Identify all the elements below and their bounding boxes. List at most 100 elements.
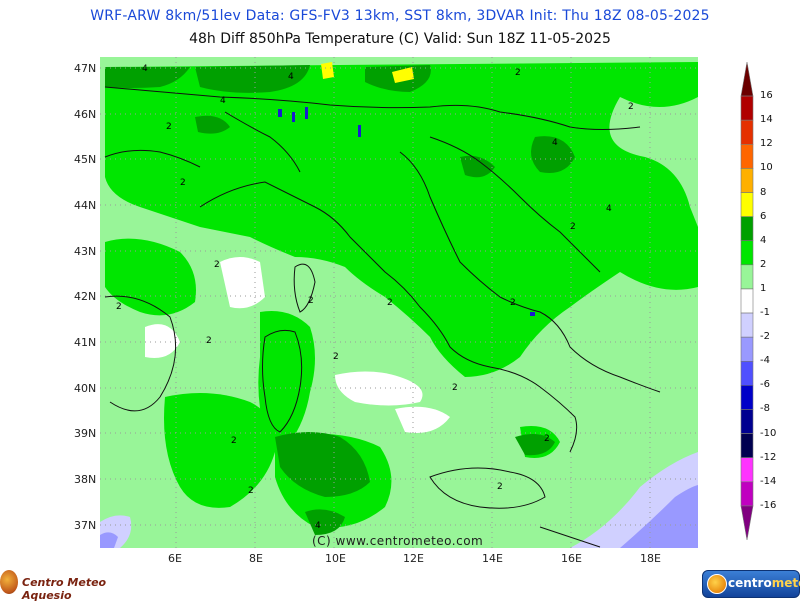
lat-label: 47N [74,62,97,75]
contour-label: 4 [606,204,612,214]
legend-label: 12 [760,138,773,150]
legend-label: 1 [760,282,767,294]
lat-label: 40N [74,382,97,395]
lon-label: 10E [325,552,346,565]
strong-area-alps-w [105,67,190,88]
strong-area-sardinia-s [275,432,370,497]
lat-label: 41N [74,336,97,349]
warm-area-adriatic-east [440,226,514,293]
strong-area-po [460,155,495,178]
contour-label: 2 [166,122,172,132]
logo-text: Centro Meteo Aquesio [22,576,107,602]
cool-area-2 [620,485,698,548]
legend-color-box [740,385,754,410]
warm-area-west [105,238,196,316]
contour-label: 2 [308,296,314,306]
legend-label: 10 [760,162,773,174]
legend-label: -16 [760,499,777,511]
lon-label: 12E [403,552,424,565]
legend-color-box [740,360,754,386]
lat-label: 45N [74,153,97,166]
legend-label: -6 [760,379,770,391]
neutral-area-south [395,406,450,433]
contour-label: 2 [214,260,220,270]
legend-label: -12 [760,451,777,463]
graticule [100,57,698,548]
warm-area-south [164,393,276,508]
legend-color-box [740,192,754,217]
contour-label: 4 [142,64,148,74]
legend-label: 16 [760,90,773,102]
logo-text-b: meteo [771,576,800,590]
legend-color-box [740,264,754,290]
strong-area-ligurian [195,115,230,134]
lakes [278,107,535,316]
legend-color-box [740,216,754,242]
hot-area-austria [392,67,414,83]
legend-label: -10 [760,427,777,439]
legend-color-box [740,457,754,483]
color-scale-legend [740,61,754,541]
legend-label: 8 [760,186,767,198]
centrometeo-logo[interactable]: centrometeo [702,570,800,598]
legend-color-box [740,119,754,145]
hot-area-switzerland [321,62,334,79]
contour-label: 2 [206,336,212,346]
legend-color-box [740,144,754,169]
lon-label: 14E [482,552,503,565]
lat-label: 46N [74,108,97,121]
contour-label: 4 [552,138,558,148]
cool-area-4 [100,532,118,548]
sun-globe-icon [707,574,727,594]
legend-color-box [740,481,754,507]
contour-label: 4 [315,521,321,531]
neutral-area-tyrrhenian [335,371,423,406]
legend-color-box [740,288,754,314]
model-info-title: WRF-ARW 8km/51lev Data: GFS-FV3 13km, SS… [90,8,710,24]
legend-label: 6 [760,210,767,222]
lat-label: 38N [74,473,97,486]
neutral-area-west [145,324,180,358]
lat-label: 39N [74,427,97,440]
lat-label: 43N [74,245,97,258]
legend-color-box [740,240,754,266]
lat-label: 42N [74,290,97,303]
contour-label: 4 [220,96,226,106]
legend-label: -14 [760,475,777,487]
contour-label: 2 [333,352,339,362]
strong-area-croatia [531,136,575,173]
lon-label: 8E [249,552,263,565]
contour-label: 4 [288,72,294,82]
coastlines [104,86,661,548]
strong-area-alps-n [195,65,310,93]
legend-color-box [740,61,754,97]
strong-area-sicily [515,433,555,456]
legend-label: -4 [760,355,770,367]
legend-label: 14 [760,114,773,126]
strong-area-tunisia [305,509,345,535]
contour-label: 2 [510,298,516,308]
legend-color-box [740,168,754,193]
legend-color-box [740,505,754,541]
legend-label: -1 [760,307,770,319]
contour-label: 2 [544,434,550,444]
contour-label: 2 [248,486,254,496]
lon-label: 18E [640,552,661,565]
copyright-credit: (C) www.centrometeo.com [312,534,484,548]
contour-label: 2 [570,222,576,232]
logo-text: centrometeo [728,576,800,590]
centro-meteo-aquesio-logo: Centro Meteo Aquesio [0,568,120,602]
lon-label: 6E [168,552,182,565]
legend-color-box [740,433,754,458]
legend-label: 4 [760,234,767,246]
neutral-area-corsica [220,257,265,309]
contour-label: 2 [497,482,503,492]
contour-label: 2 [387,298,393,308]
legend-color-box [740,336,754,362]
lat-label: 44N [74,199,97,212]
contour-label: 2 [452,383,458,393]
legend-label: -2 [760,331,770,343]
field-valid-title: 48h Diff 850hPa Temperature (C) Valid: S… [189,31,611,47]
legend-color-box [740,95,754,121]
legend-color-box [740,312,754,338]
